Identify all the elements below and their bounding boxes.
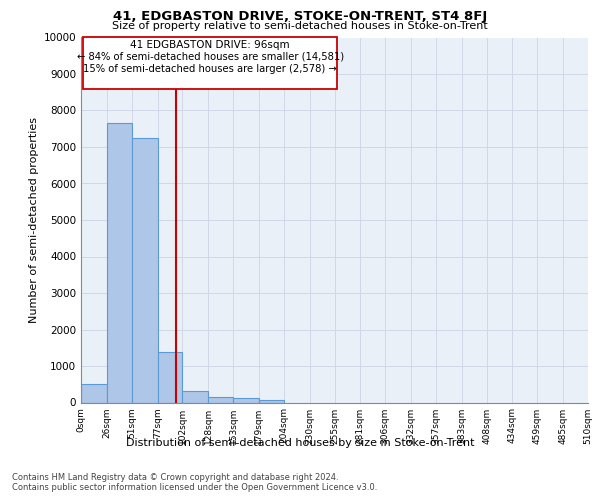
Bar: [107, 124, 132, 402]
Bar: [182, 391, 208, 402]
Bar: [259, 400, 284, 402]
Text: Contains HM Land Registry data © Crown copyright and database right 2024.: Contains HM Land Registry data © Crown c…: [12, 472, 338, 482]
Text: 41 EDGBASTON DRIVE: 96sqm: 41 EDGBASTON DRIVE: 96sqm: [130, 40, 290, 50]
Text: 41, EDGBASTON DRIVE, STOKE-ON-TRENT, ST4 8FJ: 41, EDGBASTON DRIVE, STOKE-ON-TRENT, ST4…: [113, 10, 487, 23]
Text: ← 84% of semi-detached houses are smaller (14,581): ← 84% of semi-detached houses are smalle…: [77, 52, 344, 62]
Bar: [208, 397, 233, 402]
Bar: [132, 138, 158, 402]
FancyBboxPatch shape: [83, 38, 337, 90]
Bar: [158, 352, 182, 403]
Text: Size of property relative to semi-detached houses in Stoke-on-Trent: Size of property relative to semi-detach…: [112, 21, 488, 31]
Text: Contains public sector information licensed under the Open Government Licence v3: Contains public sector information licen…: [12, 482, 377, 492]
Y-axis label: Number of semi-detached properties: Number of semi-detached properties: [29, 117, 40, 323]
Bar: [81, 384, 107, 402]
Text: Distribution of semi-detached houses by size in Stoke-on-Trent: Distribution of semi-detached houses by …: [126, 438, 474, 448]
Text: 15% of semi-detached houses are larger (2,578) →: 15% of semi-detached houses are larger (…: [83, 64, 337, 74]
Bar: [233, 398, 259, 402]
